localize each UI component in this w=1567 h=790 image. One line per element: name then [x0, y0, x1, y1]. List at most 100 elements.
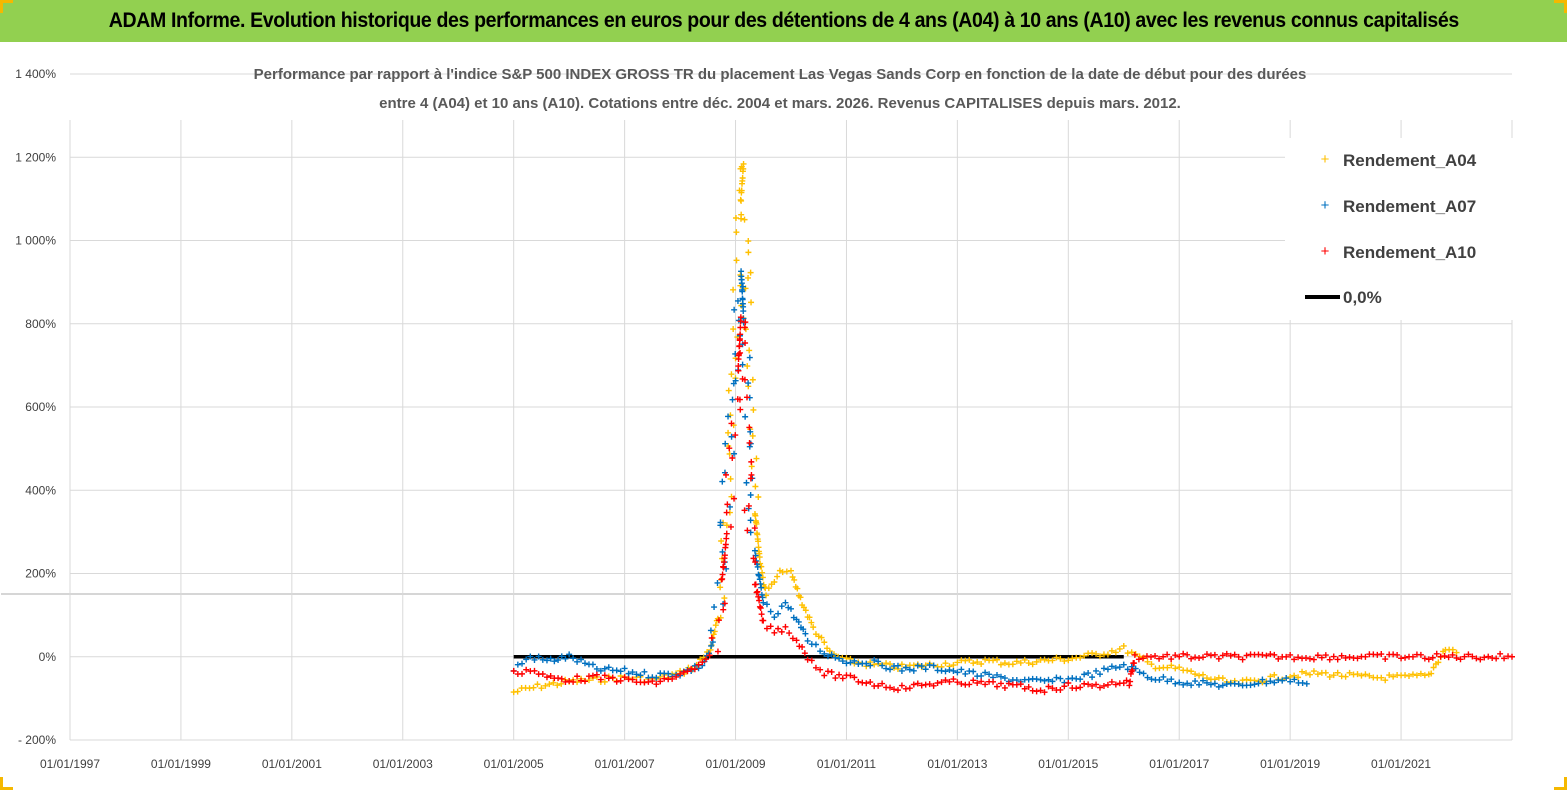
data-point: [875, 658, 882, 665]
data-point: [982, 681, 989, 688]
data-point: [1129, 667, 1136, 674]
data-point: [523, 656, 530, 663]
data-point: [1231, 651, 1238, 658]
data-point: [605, 664, 612, 671]
y-tick-label: 1 400%: [15, 67, 56, 81]
data-point: [732, 215, 739, 222]
x-tick-label: 01/01/1997: [40, 757, 100, 771]
data-point: [978, 660, 985, 667]
data-point: [758, 584, 765, 591]
data-point: [1354, 655, 1361, 662]
data-point: [722, 440, 729, 447]
data-point: [1267, 678, 1274, 685]
data-point: [883, 660, 890, 667]
data-point: [808, 619, 815, 626]
data-point: [733, 229, 740, 236]
data-point: [1093, 681, 1100, 688]
data-point: [887, 684, 894, 691]
data-point: [771, 629, 778, 636]
data-point: [546, 681, 553, 688]
data-point: [778, 603, 785, 610]
data-point: [1200, 671, 1206, 678]
data-point: [677, 670, 684, 677]
data-point: [691, 666, 698, 673]
data-point: [760, 617, 767, 624]
legend-label-a10: Rendement_A10: [1343, 243, 1476, 262]
data-point: [718, 538, 725, 545]
data-point: [739, 283, 746, 290]
data-point: [847, 672, 854, 679]
data-point: [731, 495, 738, 502]
data-point: [855, 678, 862, 685]
data-point: [1148, 661, 1155, 668]
data-point: [582, 660, 588, 667]
x-tick-label: 01/01/2015: [1038, 757, 1098, 771]
data-point: [839, 675, 846, 682]
legend-marker-a04: +: [1321, 151, 1330, 168]
data-point: [566, 651, 573, 658]
data-point: [1025, 683, 1032, 690]
data-point: [680, 669, 687, 676]
data-point: [1123, 677, 1130, 684]
data-point: [1164, 678, 1171, 685]
data-point: [1081, 671, 1088, 678]
data-point: [1104, 651, 1111, 658]
data-point: [1156, 655, 1163, 662]
data-point: [745, 380, 752, 387]
data-point: [894, 662, 901, 669]
data-point: [729, 454, 736, 461]
data-point: [746, 347, 753, 354]
data-point: [1120, 642, 1127, 649]
data-point: [695, 661, 702, 668]
x-tick-label: 01/01/2013: [927, 757, 987, 771]
data-point: [1409, 653, 1416, 660]
data-point: [891, 686, 897, 693]
data-point: [755, 538, 762, 545]
data-point: [601, 678, 608, 685]
data-point: [539, 671, 546, 678]
data-point: [783, 568, 790, 575]
data-point: [739, 174, 746, 181]
data-point: [1263, 652, 1270, 659]
data-point: [1211, 680, 1218, 687]
data-point: [740, 308, 747, 315]
data-point: [759, 574, 766, 581]
data-point: [535, 653, 542, 660]
data-point: [748, 299, 755, 306]
data-point: [1033, 688, 1040, 695]
data-point: [1176, 653, 1183, 660]
data-point: [720, 606, 727, 613]
data-point: [747, 475, 754, 482]
data-point: [723, 509, 730, 516]
y-tick-label: 200%: [25, 567, 56, 581]
data-point: [1143, 653, 1150, 660]
data-point: [795, 618, 802, 625]
data-point: [759, 569, 766, 576]
data-point: [883, 665, 890, 672]
data-point: [871, 657, 878, 664]
data-point: [1346, 654, 1353, 661]
data-point: [1255, 680, 1262, 687]
data-point: [982, 669, 989, 676]
data-point: [531, 667, 538, 674]
data-point: [1211, 651, 1218, 658]
data-point: [732, 377, 739, 384]
data-point: [737, 314, 744, 321]
data-point: [757, 605, 764, 612]
data-point: [550, 679, 557, 686]
data-point: [1200, 654, 1206, 661]
data-point: [1457, 656, 1464, 663]
x-tick-label: 01/01/2021: [1371, 757, 1431, 771]
data-point: [566, 678, 573, 685]
data-point: [828, 668, 835, 675]
data-point: [775, 625, 782, 632]
data-point: [793, 637, 800, 644]
data-point: [1421, 655, 1428, 662]
data-point: [994, 656, 1000, 663]
data-point: [1334, 669, 1341, 676]
data-point: [1275, 655, 1282, 662]
data-point: [1481, 654, 1488, 661]
data-point: [839, 658, 846, 665]
data-point: [1001, 684, 1008, 691]
data-point: [1160, 653, 1167, 660]
